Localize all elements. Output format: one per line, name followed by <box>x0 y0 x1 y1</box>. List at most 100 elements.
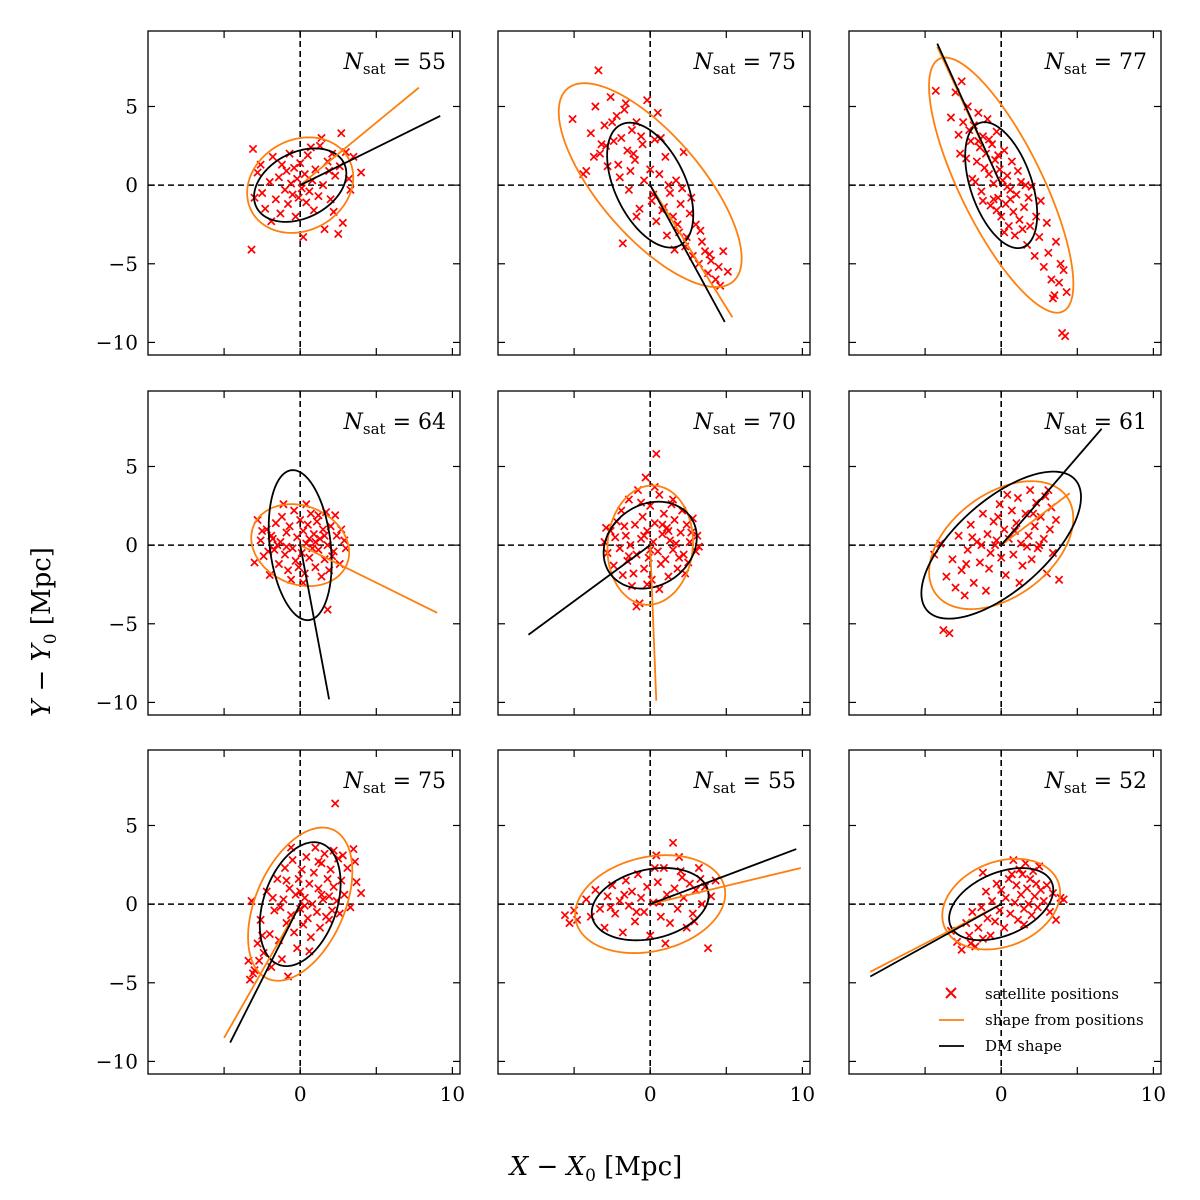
orange-shape-ellipse <box>606 484 694 606</box>
satellite-point <box>286 179 296 188</box>
satellite-point <box>595 904 605 914</box>
satellite-point <box>1024 531 1033 540</box>
satellite-point <box>595 149 605 158</box>
y-axis-title: Y − Y0 [Mpc] <box>27 547 61 717</box>
satellite-point <box>1030 251 1039 261</box>
satellite-point <box>624 901 634 910</box>
panel-background <box>498 750 810 1074</box>
satellite-point <box>306 509 316 518</box>
satellite-point <box>696 226 705 235</box>
satellite-point <box>673 564 682 573</box>
satellite-point <box>603 892 612 901</box>
satellite-point <box>958 118 968 127</box>
satellite-point <box>996 885 1006 895</box>
satellite-point <box>295 515 305 525</box>
satellite-point <box>609 561 618 570</box>
satellite-point <box>560 910 570 920</box>
satellite-point <box>620 105 629 114</box>
satellite-point <box>302 198 311 207</box>
satellite-point <box>303 151 313 160</box>
satellite-point <box>1012 881 1021 890</box>
satellite-point <box>638 140 647 149</box>
satellite-point <box>636 893 646 903</box>
satellite-point <box>989 195 998 204</box>
satellite-point <box>1003 490 1012 500</box>
satellite-point <box>975 558 985 567</box>
orange-shape-ellipse <box>246 136 355 234</box>
satellite-point <box>676 199 685 209</box>
satellite-point <box>961 559 971 569</box>
satellite-point <box>1060 331 1070 341</box>
satellite-point <box>299 920 308 929</box>
nsat-subscript: sat <box>363 420 386 438</box>
satellite-point <box>1036 196 1045 206</box>
satellite-point <box>311 843 320 852</box>
satellite-point <box>652 449 661 459</box>
nsat-symbol: N <box>343 410 364 435</box>
panel-2: Nsat = 75 <box>497 30 811 356</box>
satellite-point <box>314 857 323 866</box>
panel-frame <box>497 390 811 716</box>
satellite-point <box>330 799 340 808</box>
satellite-point <box>1024 899 1033 909</box>
dm-shape-ellipse <box>964 121 1039 250</box>
satellite-point <box>618 570 628 580</box>
nsat-symbol: N <box>343 50 364 75</box>
satellite-point <box>277 512 287 522</box>
nsat-subscript: sat <box>1064 60 1087 78</box>
panel-plot-area <box>148 750 460 1074</box>
satellite-point <box>716 281 725 290</box>
dm-axis-line <box>649 184 726 323</box>
satellite-point <box>305 187 314 196</box>
satellite-point <box>1025 221 1035 231</box>
satellite-point <box>987 896 997 906</box>
satellite-point <box>1056 259 1065 268</box>
satellite-point <box>990 540 1000 550</box>
satellite-point <box>679 550 688 559</box>
satellite-point <box>1027 910 1036 920</box>
nsat-label: Nsat = 61 <box>1044 410 1147 438</box>
satellite-point <box>305 534 314 544</box>
panel-1: 5 0 −5 −10 Nsat = 55 <box>96 30 461 356</box>
satellite-point <box>615 173 624 182</box>
satellite-point <box>1030 892 1039 901</box>
satellite-point <box>621 99 631 108</box>
satellite-point <box>283 199 293 209</box>
panel-background <box>849 750 1161 1074</box>
satellite-point <box>1024 193 1033 202</box>
satellite-point <box>282 166 291 176</box>
satellite-point <box>282 528 291 537</box>
satellite-point <box>969 578 979 588</box>
satellite-point <box>626 166 635 176</box>
satellite-point <box>1013 493 1023 503</box>
satellite-point <box>1031 879 1041 888</box>
satellite-point <box>954 130 963 140</box>
satellite-point <box>320 849 329 859</box>
satellite-point <box>1051 915 1061 925</box>
satellite-point <box>1042 881 1052 890</box>
panel-frame <box>147 749 461 1075</box>
satellite-point <box>311 562 320 572</box>
satellite-point <box>960 591 969 600</box>
satellite-point <box>993 512 1003 522</box>
dm-shape-ellipse <box>948 867 1055 942</box>
satellite-point <box>642 96 652 105</box>
satellite-point <box>311 537 320 547</box>
satellite-point <box>635 204 644 213</box>
satellite-point <box>627 887 637 896</box>
satellite-point <box>1059 265 1068 275</box>
x-axis-title-unit: [Mpc] <box>596 1152 682 1182</box>
satellite-point <box>987 140 997 149</box>
satellite-point <box>282 542 291 551</box>
dm-axis-line <box>299 115 441 186</box>
satellite-point <box>984 169 994 179</box>
satellite-point <box>1054 278 1064 287</box>
satellite-point <box>1018 561 1027 570</box>
nsat-subscript: sat <box>363 779 386 797</box>
satellite-point <box>990 917 1000 926</box>
satellite-point <box>642 882 652 892</box>
satellite-point <box>981 887 991 896</box>
satellite-point <box>327 906 337 915</box>
